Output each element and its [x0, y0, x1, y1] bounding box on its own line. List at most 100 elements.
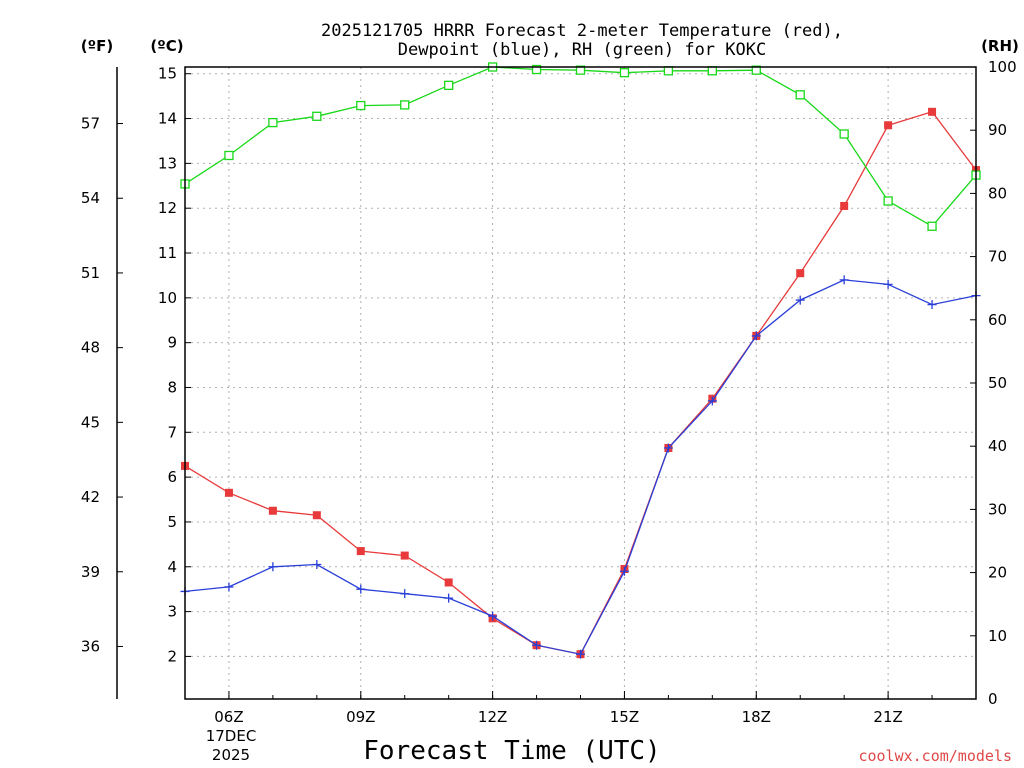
rh-point: [751, 65, 761, 75]
fahrenheit-tick-label: 48: [81, 339, 100, 357]
dewpoint-point: [488, 611, 498, 621]
dewpoint-point: [707, 396, 717, 406]
celsius-tick-label: 2: [167, 647, 177, 665]
celsius-tick-label: 6: [167, 468, 177, 486]
time-tick-label: 15Z: [610, 708, 639, 726]
rh-tick-label: 0: [988, 690, 998, 708]
rh-tick-label: 60: [988, 311, 1007, 329]
celsius-tick-label: 14: [158, 110, 177, 128]
dewpoint-point: [619, 566, 629, 576]
rh-point: [839, 129, 849, 139]
grid-lines: [185, 67, 976, 699]
fahrenheit-tick-label: 42: [81, 488, 100, 506]
temperature-point: [224, 488, 233, 497]
dewpoint-line: [184, 279, 977, 655]
rh-tick-label: 80: [988, 184, 1007, 202]
temperature-point: [928, 107, 937, 116]
temperature-point: [884, 121, 893, 130]
rh-point: [619, 68, 630, 78]
dewpoint-point: [444, 593, 454, 603]
celsius-unit-label: (ºC): [150, 37, 183, 55]
credit-label: coolwx.com/models: [858, 747, 1012, 765]
time-tick-label: 21Z: [873, 708, 902, 726]
celsius-tick-label: 12: [158, 199, 177, 217]
rh-tick-label: 10: [988, 627, 1007, 645]
temperature-point: [400, 551, 409, 560]
temperature-point: [444, 578, 453, 587]
time-tick-label: 18Z: [742, 708, 771, 726]
time-tick-label: 06Z: [214, 708, 243, 726]
celsius-tick-label: 4: [167, 558, 177, 576]
series-layer: [180, 62, 981, 659]
x-axis-title: Forecast Time (UTC): [363, 736, 660, 766]
dewpoint-point: [795, 295, 805, 305]
rh-tick-label: 70: [988, 248, 1007, 266]
celsius-tick-label: 3: [167, 603, 177, 621]
chart-title-line2: Dewpoint (blue), RH (green) for KOKC: [398, 40, 766, 60]
time-axis: 06Z 09Z 12Z 15Z 18Z 21Z: [184, 691, 977, 726]
rh-axis: 0 10 20 30 40 50 60 70 80 90 100: [970, 58, 1017, 708]
dewpoint-point: [883, 279, 893, 289]
rh-point: [663, 66, 674, 76]
fahrenheit-tick-label: 54: [81, 189, 100, 207]
fahrenheit-tick-label: 51: [81, 264, 100, 282]
dewpoint-point: [839, 275, 849, 285]
rh-tick-label: 50: [988, 374, 1007, 392]
fahrenheit-axis: 36 39 42 45 48 51 54 57: [81, 115, 123, 655]
celsius-tick-label: 8: [167, 378, 177, 396]
rh-point: [312, 111, 322, 121]
dewpoint-point: [663, 443, 673, 453]
rh-point: [707, 66, 717, 76]
dewpoint-point: [312, 560, 322, 570]
dewpoint-point: [927, 300, 937, 310]
celsius-tick-label: 13: [158, 154, 177, 172]
rh-point: [795, 90, 805, 100]
celsius-tick-label: 9: [167, 334, 177, 352]
celsius-axis: 2 3 4 5 6 7 8 9 10 11 12 13 14 15: [158, 65, 191, 665]
temperature-point: [840, 201, 849, 210]
temperature-point: [356, 547, 365, 556]
dewpoint-point: [576, 649, 585, 659]
rh-point: [400, 100, 410, 110]
time-tick-label: 12Z: [478, 708, 507, 726]
rh-tick-label: 40: [988, 437, 1007, 455]
dewpoint-point: [400, 589, 410, 599]
rh-unit-label: (RH): [981, 37, 1019, 55]
rh-tick-label: 90: [988, 121, 1007, 139]
rh-point: [575, 65, 586, 75]
rh-point: [883, 196, 893, 206]
plot-frame: [184, 66, 977, 700]
time-tick-label: 09Z: [346, 708, 375, 726]
dewpoint-point: [751, 331, 761, 341]
celsius-tick-label: 15: [158, 65, 177, 83]
fahrenheit-tick-label: 36: [81, 637, 100, 655]
celsius-tick-label: 10: [158, 289, 177, 307]
date-label-year: 2025: [212, 746, 250, 764]
rh-point: [356, 100, 366, 111]
fahrenheit-unit-label: (ºF): [81, 37, 113, 55]
rh-point: [531, 64, 542, 75]
dewpoint-point: [532, 640, 542, 650]
rh-line: [184, 66, 977, 228]
dewpoint-point: [224, 582, 234, 592]
rh-point: [444, 80, 454, 90]
fahrenheit-tick-label: 39: [81, 563, 100, 581]
rh-point: [224, 150, 234, 161]
rh-tick-label: 20: [988, 564, 1007, 582]
temperature-point: [796, 269, 805, 278]
fahrenheit-tick-label: 45: [81, 413, 100, 431]
rh-point: [268, 117, 278, 128]
fahrenheit-tick-label: 57: [81, 115, 100, 133]
temperature-point: [268, 506, 277, 515]
temperature-line: [184, 111, 977, 655]
celsius-tick-label: 7: [167, 423, 177, 441]
celsius-tick-label: 11: [158, 244, 177, 262]
chart-title-line1: 2025121705 HRRR Forecast 2-meter Tempera…: [321, 21, 843, 41]
temperature-point: [312, 511, 321, 520]
celsius-tick-label: 5: [167, 513, 177, 531]
dewpoint-point: [356, 584, 366, 594]
dewpoint-point: [268, 562, 278, 572]
rh-point: [927, 221, 937, 231]
date-label-day: 17DEC: [206, 727, 257, 745]
